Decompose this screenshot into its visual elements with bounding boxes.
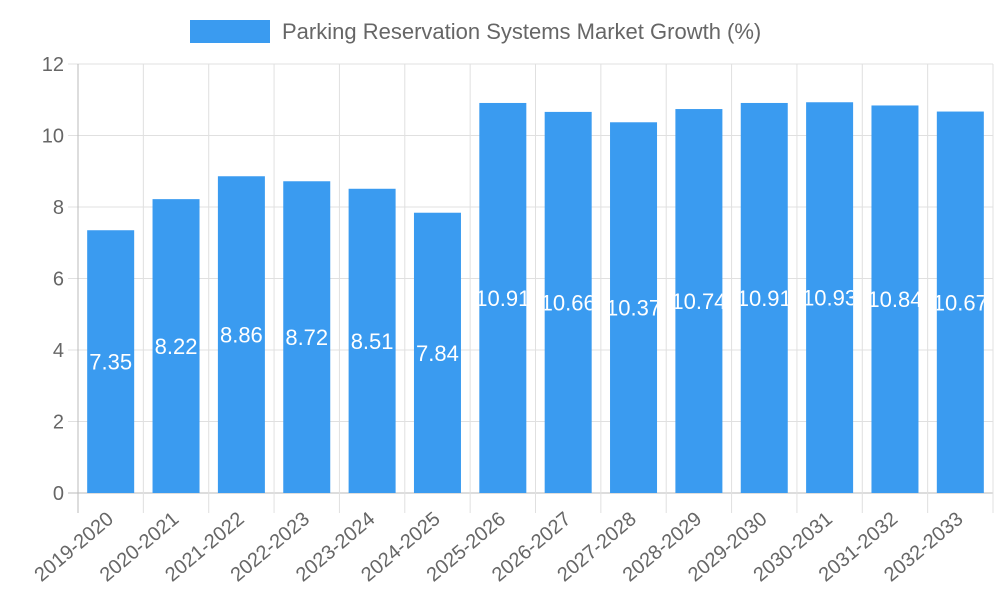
legend-swatch [190,20,270,43]
data-label: 10.91 [737,286,792,311]
bar [413,212,461,493]
bar [283,181,331,493]
bar [871,105,919,493]
data-label: 10.84 [867,287,922,312]
data-label: 7.35 [89,350,132,375]
bar [806,102,854,493]
x-axis: 2019-20202020-20212021-20222022-20232023… [30,508,967,586]
y-axis: 0 2 4 6 8 10 12 [42,54,64,505]
data-label: 10.67 [933,290,988,315]
data-label: 7.84 [416,341,459,366]
bar [217,176,265,493]
bar [152,199,200,493]
data-label: 8.51 [351,329,394,354]
data-label: 10.37 [606,296,661,321]
data-label: 10.66 [541,290,596,315]
y-tick-label: 2 [53,412,64,434]
y-tick-label: 10 [42,126,64,148]
data-label: 10.74 [671,289,726,314]
bar [740,102,788,493]
y-tick-label: 4 [53,340,64,362]
legend-label: Parking Reservation Systems Market Growt… [282,19,761,44]
bar [87,230,135,494]
legend[interactable]: Parking Reservation Systems Market Growt… [190,19,761,44]
data-label: 10.91 [475,286,530,311]
bar [544,111,592,493]
data-label: 10.93 [802,286,857,311]
y-tick-label: 12 [42,54,64,76]
y-tick-label: 0 [53,483,64,505]
data-label: 8.86 [220,323,263,348]
bar [348,188,396,493]
bar [675,109,723,494]
y-tick-label: 8 [53,197,64,219]
grid [68,63,994,513]
y-tick-label: 6 [53,269,64,291]
bar [936,111,984,494]
bar [479,102,527,493]
bars: 7.35 8.22 8.86 8.72 8.51 7.84 10.91 10.66 10.37 1… [87,102,988,494]
data-label: 8.22 [155,334,198,359]
data-label: 8.72 [285,325,328,350]
bar [610,122,658,494]
